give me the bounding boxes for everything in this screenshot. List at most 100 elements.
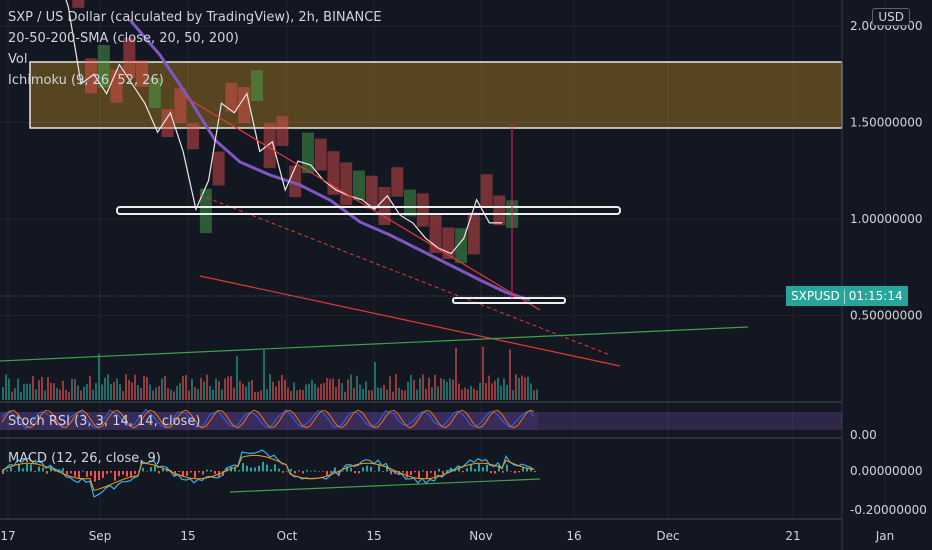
macd-hist-bar <box>110 471 112 473</box>
volume-bar <box>95 383 97 400</box>
macd-hist-bar <box>14 470 16 472</box>
volume-bar <box>398 387 400 400</box>
volume-bar <box>212 389 214 400</box>
macd-hist-bar <box>466 468 468 472</box>
volume-bar <box>488 375 490 400</box>
macd-hist-bar <box>414 471 416 473</box>
volume-bar <box>464 387 466 400</box>
macd-hist-bar <box>358 471 360 474</box>
volume-bar <box>344 391 346 400</box>
volume-bar <box>404 390 406 400</box>
macd-hist-bar <box>30 464 32 472</box>
volume-bar <box>62 380 64 400</box>
volume-bar <box>41 377 43 400</box>
volume-bar <box>5 374 7 400</box>
cloud-segment <box>136 60 149 88</box>
volume-bar <box>359 384 361 400</box>
volume-bar <box>110 384 112 400</box>
price-tick-label: 1.50000000 <box>850 116 923 130</box>
volume-bar <box>23 384 25 400</box>
volume-bar <box>122 391 124 400</box>
volume-bar <box>272 381 274 400</box>
volume-bar <box>101 384 103 400</box>
volume-bar <box>197 389 199 400</box>
macd-hist-bar <box>518 471 520 473</box>
macd-hist-bar <box>442 471 444 475</box>
volume-bar <box>185 374 187 400</box>
macd-hist-bar <box>502 471 504 473</box>
time-tick-label: Nov <box>469 529 492 543</box>
cloud-segment <box>97 45 110 88</box>
macd-hist-bar <box>286 470 288 472</box>
upper-trendline <box>184 96 541 311</box>
volume-bar <box>233 387 235 400</box>
volume-bar <box>80 390 82 400</box>
volume-bar <box>65 390 67 400</box>
volume-bar <box>128 379 130 400</box>
volume-bar <box>131 382 133 400</box>
macd-hist-bar <box>306 469 308 472</box>
cloud-segment <box>263 123 276 168</box>
macd-hist-bar <box>70 471 72 474</box>
macd-hist-bar <box>178 471 180 472</box>
volume-bar <box>20 391 22 400</box>
macd-hist-bar <box>66 471 68 475</box>
macd-hist-bar <box>114 471 116 481</box>
volume-bar <box>44 390 46 400</box>
macd-hist-bar <box>302 471 304 474</box>
macd-hist-bar <box>402 471 404 473</box>
volume-bar <box>269 374 271 400</box>
green-support-line <box>0 326 749 362</box>
volume-bar <box>506 384 508 400</box>
volume-bar <box>194 387 196 400</box>
volume-bar <box>314 383 316 400</box>
macd-hist-bar <box>278 468 280 472</box>
volume-bar <box>455 347 457 400</box>
macd-hist-bar <box>158 471 160 474</box>
volume-bar <box>500 385 502 400</box>
currency-button[interactable]: USD <box>872 8 910 26</box>
volume-bar <box>380 387 382 400</box>
macd-hist-bar <box>426 471 428 479</box>
volume-bar <box>119 384 121 400</box>
cloud-segment <box>480 174 493 208</box>
volume-bar <box>530 383 532 400</box>
volume-bar <box>158 386 160 400</box>
macd-hist-bar <box>494 471 496 474</box>
macd-hist-bar <box>250 467 252 472</box>
macd-hist-bar <box>190 471 192 473</box>
cloud-segment <box>250 70 263 101</box>
macd-hist-bar <box>46 471 48 474</box>
volume-bar <box>293 382 295 400</box>
macd-hist-bar <box>418 471 420 479</box>
cloud-segment <box>340 162 353 206</box>
volume-bar <box>395 374 397 400</box>
volume-bar <box>425 388 427 400</box>
volume-bar <box>437 386 439 400</box>
volume-bar <box>479 382 481 400</box>
macd-hist-bar <box>514 471 516 474</box>
macd-hist-bar <box>118 471 120 477</box>
volume-bar <box>401 389 403 400</box>
time-tick-label: 15 <box>180 529 195 543</box>
volume-bar <box>275 386 277 400</box>
volume-bar <box>410 374 412 400</box>
volume-bar <box>86 384 88 400</box>
macd-hist-bar <box>34 471 36 473</box>
macd-hist-bar <box>270 469 272 472</box>
volume-bar <box>284 379 286 400</box>
volume-bar <box>512 390 514 400</box>
macd-hist-bar <box>486 464 488 472</box>
volume-bar <box>161 378 163 400</box>
volume-bar <box>497 377 499 400</box>
macd-hist-bar <box>18 464 20 472</box>
macd-hist-bar <box>482 467 484 472</box>
macd-hist-bar <box>258 465 260 472</box>
volume-bar <box>17 378 19 400</box>
volume-bar <box>38 380 40 400</box>
time-tick-label: 17 <box>0 529 15 543</box>
volume-bar <box>35 389 37 400</box>
vol-legend: Vol <box>8 52 28 67</box>
volume-bar <box>341 383 343 400</box>
